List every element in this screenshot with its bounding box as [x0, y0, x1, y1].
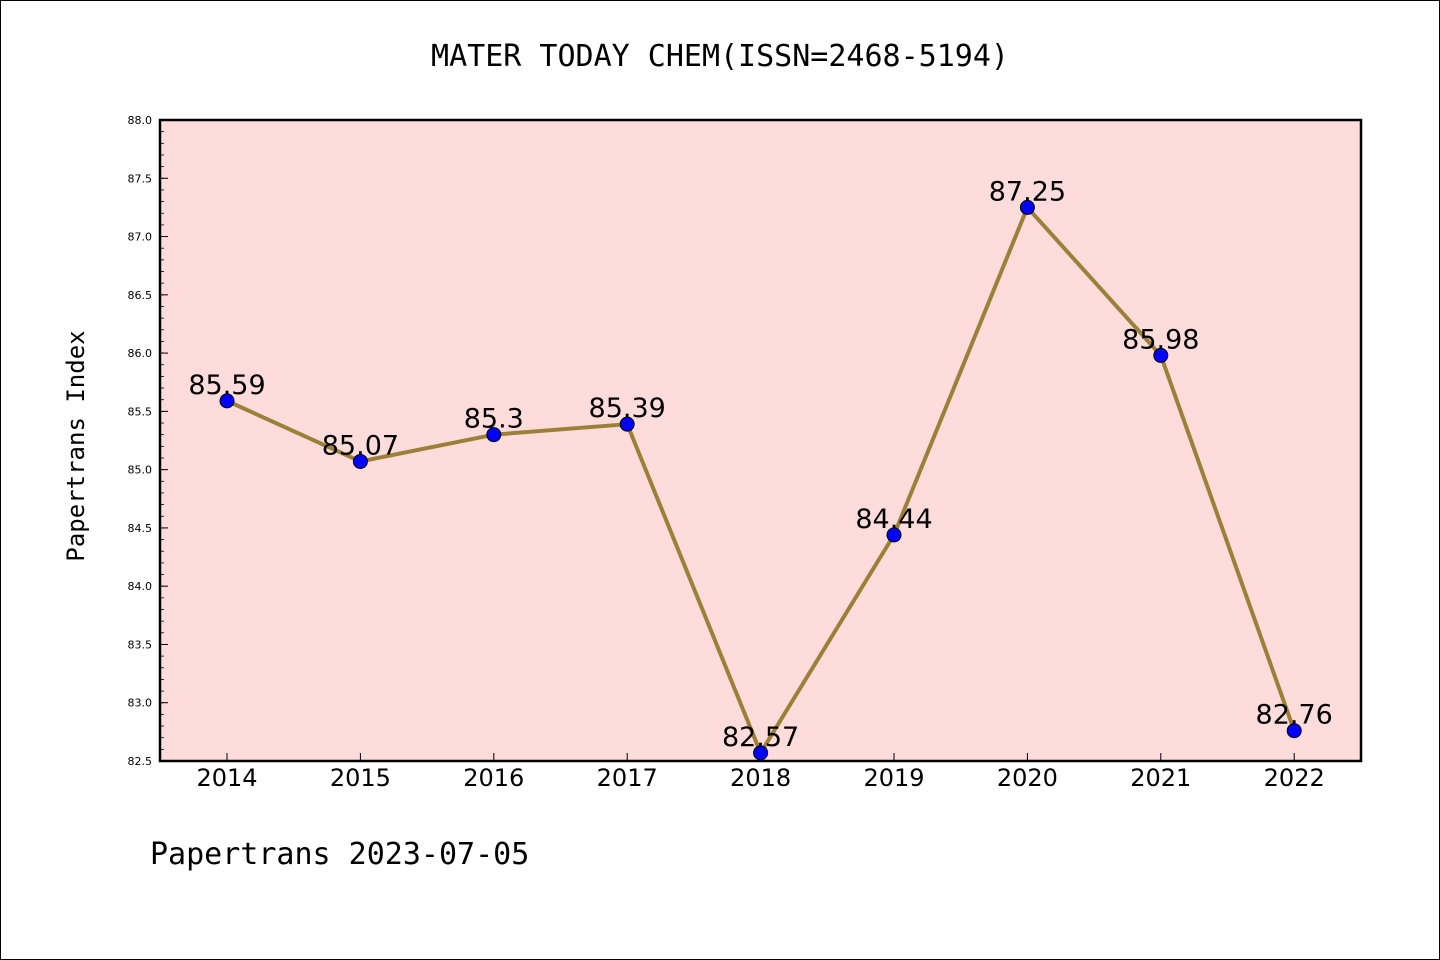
y-tick-label: 88.0: [128, 114, 153, 127]
y-tick-label: 86.5: [128, 289, 153, 302]
x-tick-label: 2016: [463, 764, 524, 792]
y-tick-label: 83.5: [128, 638, 153, 651]
footer-date: Papertrans 2023-07-05: [150, 837, 529, 872]
data-label: 85.07: [322, 430, 399, 461]
data-point: [1019, 199, 1035, 215]
data-point: [352, 453, 368, 469]
y-tick-label: 82.5: [128, 755, 153, 768]
data-label: 84.44: [855, 504, 932, 535]
chart-title: MATER TODAY CHEM(ISSN=2468-5194): [431, 39, 1009, 74]
x-tick-label: 2014: [196, 764, 257, 792]
y-axis-ticks: 82.5 83.0 83.5 84.0 84.5 85.0 85.5 86.0 86.5 87.0…: [128, 114, 168, 768]
x-tick-label: 2022: [1264, 764, 1325, 792]
data-point: [1153, 347, 1169, 363]
x-tick-label: 2018: [730, 764, 791, 792]
data-label: 82.57: [722, 722, 799, 753]
plot-border: [158, 118, 1363, 763]
data-label: 85.39: [589, 393, 666, 424]
x-tick-label: 2021: [1130, 764, 1191, 792]
y-tick-label: 87.5: [128, 172, 153, 185]
x-tick-label: 2015: [330, 764, 391, 792]
y-tick-label: 86.0: [128, 347, 153, 360]
data-point: [1286, 723, 1302, 739]
y-tick-label: 83.0: [128, 697, 153, 710]
data-labels: 85.59 85.07 85.3 85.39 82.57 84.44 87.25 85.98 8…: [188, 176, 1332, 752]
plot-area: [160, 120, 1361, 761]
data-label: 85.59: [188, 370, 265, 401]
x-tick-label: 2020: [997, 764, 1058, 792]
y-tick-label: 84.5: [128, 522, 153, 535]
x-tick-label: 2017: [597, 764, 658, 792]
y-axis-label: Papertrans Index: [62, 330, 90, 561]
data-point: [886, 527, 902, 543]
series-markers: [219, 199, 1302, 761]
y-tick-label: 85.0: [128, 464, 153, 477]
data-point: [486, 427, 502, 443]
y-tick-label: 85.5: [128, 405, 153, 418]
data-label: 85.3: [464, 404, 524, 435]
data-point: [619, 416, 635, 432]
data-label: 85.98: [1122, 324, 1199, 355]
data-label: 87.25: [989, 176, 1066, 207]
x-axis-ticks: 2014 2015 2016 2017 2018 2019 2020 2021 2022: [196, 753, 1325, 792]
data-point: [219, 393, 235, 409]
x-tick-label: 2019: [863, 764, 924, 792]
y-tick-label: 84.0: [128, 580, 153, 593]
data-label: 82.76: [1256, 700, 1333, 731]
y-tick-label: 87.0: [128, 231, 153, 244]
